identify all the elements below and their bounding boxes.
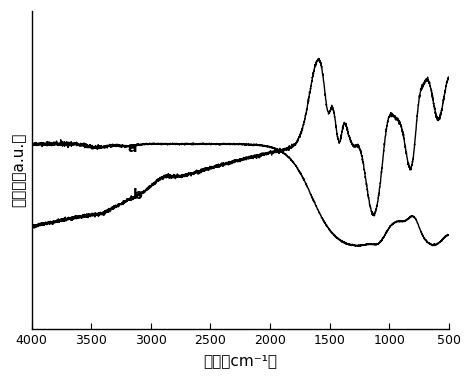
Text: a: a — [127, 141, 136, 155]
Y-axis label: 透过率（a.u.）: 透过率（a.u.） — [11, 133, 26, 207]
Text: b: b — [133, 188, 143, 202]
X-axis label: 波数（cm⁻¹）: 波数（cm⁻¹） — [203, 353, 277, 368]
